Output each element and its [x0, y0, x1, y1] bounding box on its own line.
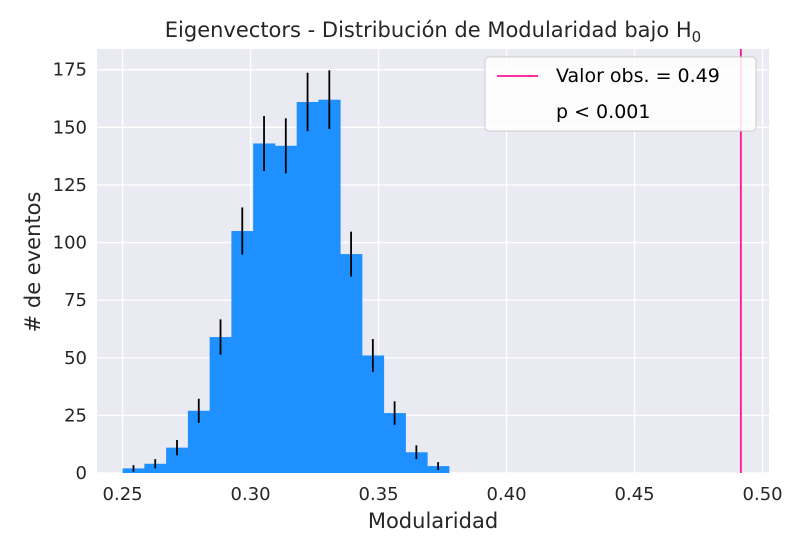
histogram-bar	[166, 447, 189, 473]
histogram-bar	[318, 99, 341, 474]
y-tick-label: 125	[53, 175, 87, 196]
legend-observed-label: Valor obs. = 0.49	[556, 65, 720, 87]
y-tick-label: 50	[64, 348, 87, 369]
y-tick-label: 75	[64, 290, 87, 311]
y-axis-label: # de eventos	[21, 192, 45, 333]
histogram-bar	[209, 337, 232, 473]
histogram-bar	[296, 102, 319, 473]
y-tick-labels: 0 25 50 75 100 125 150 175	[53, 60, 87, 484]
x-tick-label: 0.40	[487, 484, 527, 505]
x-tick-label: 0.35	[359, 484, 399, 505]
x-tick-label: 0.45	[615, 484, 655, 505]
x-tick-labels: 0.25 0.30 0.35 0.40 0.45 0.50	[103, 484, 783, 505]
legend: Valor obs. = 0.49 p < 0.001	[484, 56, 757, 132]
legend-box	[484, 56, 757, 132]
histogram-bar	[187, 410, 211, 473]
x-tick-label: 0.25	[103, 484, 143, 505]
chart-title-subscript: 0	[692, 28, 702, 46]
histogram-bar	[405, 452, 428, 473]
chart-title: Eigenvectors - Distribución de Modularid…	[165, 18, 701, 46]
y-tick-label: 175	[53, 60, 87, 81]
histogram-bar	[274, 145, 298, 474]
x-tick-label: 0.30	[231, 484, 271, 505]
y-tick-label: 25	[64, 405, 87, 426]
histogram-bar	[361, 355, 385, 473]
histogram-bar	[383, 413, 406, 473]
y-tick-label: 150	[53, 117, 87, 138]
y-tick-label: 0	[76, 463, 87, 484]
error-bars	[132, 70, 440, 472]
x-tick-label: 0.50	[743, 484, 783, 505]
legend-pvalue-label: p < 0.001	[556, 101, 650, 123]
histogram-bar	[340, 254, 363, 473]
y-tick-label: 100	[53, 233, 87, 254]
chart-title-main: Eigenvectors - Distribución de Modularid…	[165, 18, 692, 42]
x-axis-label: Modularidad	[368, 509, 498, 533]
histogram-bar	[253, 143, 276, 473]
histogram-bar	[231, 231, 254, 473]
